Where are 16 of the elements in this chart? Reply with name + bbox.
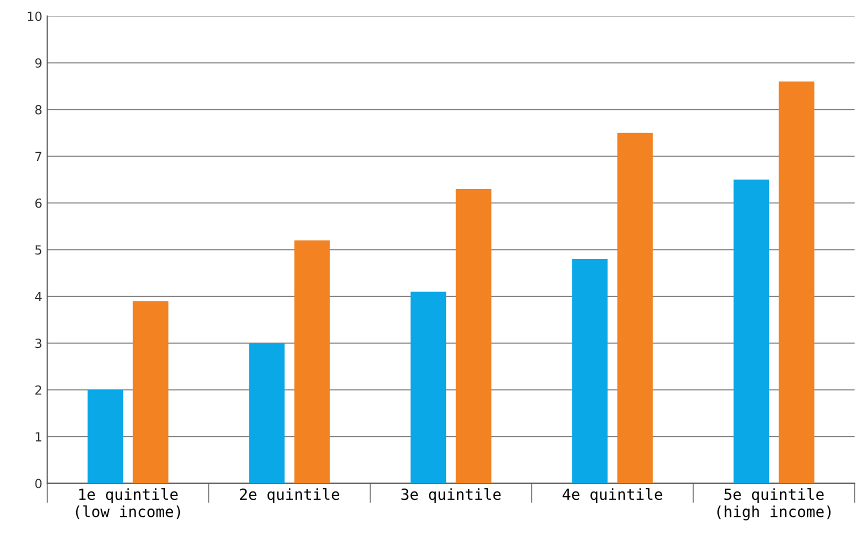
y-tick-label: 1 (36, 432, 42, 442)
y-tick-label: 5 (35, 245, 42, 255)
x-tick-label: 5e quintile (high income) (717, 488, 831, 520)
x-tick-label: 1e quintile (low income) (76, 488, 180, 520)
y-tick-label: 6 (35, 198, 42, 208)
y-tick-label: 9 (35, 58, 42, 68)
x-tick-label: 4e quintile (562, 488, 662, 504)
y-tick-label: 10 (28, 12, 42, 22)
y-tick-label: 8 (35, 105, 42, 114)
y-tick-label: 0 (35, 478, 42, 488)
x-tick-label: 3e quintile (401, 488, 501, 504)
y-tick-label: 3 (35, 338, 42, 348)
y-tick-label: 4 (35, 292, 42, 302)
y-tick-label: 2 (35, 385, 42, 395)
x-tick-label: 2e quintile (240, 488, 340, 504)
y-tick-label: 7 (35, 152, 42, 162)
